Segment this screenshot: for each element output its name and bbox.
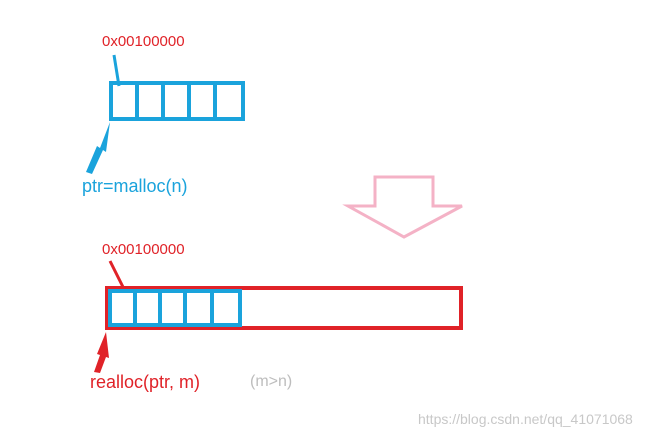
original-cell	[133, 289, 162, 327]
realloc-label: realloc(ptr, m)	[90, 372, 201, 392]
malloc-cell	[213, 81, 245, 121]
realloc-arrow	[94, 332, 109, 373]
original-cell	[210, 289, 242, 327]
condition-label: (m>n)	[250, 373, 293, 390]
transition-down-arrow	[342, 175, 463, 239]
realloc-block	[105, 286, 463, 330]
original-cell	[108, 289, 137, 327]
malloc-cell	[109, 81, 139, 121]
ptr-arrow	[86, 122, 110, 174]
original-cell	[158, 289, 187, 327]
address-pointer-line-bottom	[108, 260, 126, 290]
malloc-cell	[161, 81, 191, 121]
malloc-cell	[187, 81, 217, 121]
address-label-top: 0x00100000	[102, 33, 185, 50]
malloc-cell	[135, 81, 165, 121]
ptr-malloc-label: ptr=malloc(n)	[82, 176, 188, 196]
address-label-bottom: 0x00100000	[102, 241, 185, 258]
original-cell	[183, 289, 214, 327]
watermark-text: https://blog.csdn.net/qq_41071068	[418, 411, 633, 427]
malloc-block	[109, 81, 245, 121]
original-cells	[108, 289, 242, 327]
address-pointer-line-top	[112, 54, 121, 87]
